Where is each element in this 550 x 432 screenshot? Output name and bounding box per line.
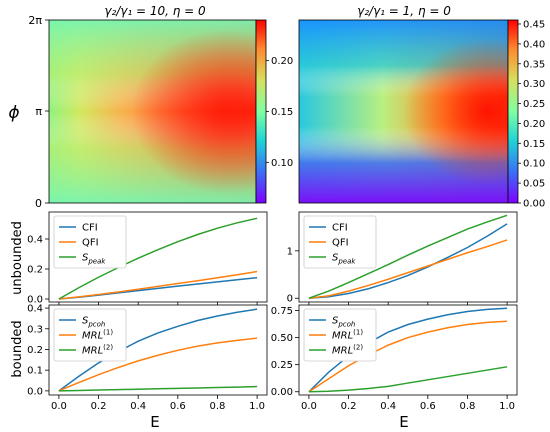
series-line: [58, 217, 258, 300]
colorbar-right: [508, 20, 518, 203]
colorbar-tick-label: 0.15: [271, 107, 293, 118]
xtick-label: 0.0: [51, 401, 67, 412]
heatmap-left-title: γ₂/γ₁ = 10, η = 0: [104, 4, 206, 18]
colorbar-tick-label: 0.05: [523, 179, 545, 190]
xlabel-left: E: [150, 413, 159, 431]
xtick-label: 0.8: [460, 401, 476, 412]
ytick-label: 0.00: [271, 387, 293, 398]
colorbar-tick-label: 0.10: [271, 158, 293, 169]
colorbar-tick-label: 0.20: [523, 119, 545, 130]
xtick-label: 0.4: [130, 401, 146, 412]
legend-label: MRL(2): [82, 344, 113, 357]
legend: [53, 215, 127, 269]
xtick-label: 0.8: [210, 401, 226, 412]
series-line: [58, 337, 258, 392]
legend: [303, 308, 377, 362]
ytick-label: 0.75: [271, 306, 293, 317]
legend-label: MRL(1): [82, 329, 113, 342]
series-line: [308, 223, 508, 299]
xtick-label: 0.4: [380, 401, 396, 412]
xtick-label: 0.6: [420, 401, 436, 412]
ytick-label: 0.25: [271, 360, 293, 371]
xtick-label: 0.2: [341, 401, 357, 412]
legend-label: QFI: [82, 238, 99, 249]
ytick-label: 0.50: [271, 333, 293, 344]
ytick-label: 1: [287, 246, 293, 257]
legend-label: QFI: [332, 238, 349, 249]
xlabel-right: E: [399, 413, 408, 431]
series-line: [58, 270, 258, 300]
xtick-label: 1.0: [249, 401, 265, 412]
ytick-label: 0.3: [27, 324, 43, 335]
legend-label: CFI: [82, 223, 98, 234]
xtick-label: 0.6: [170, 401, 186, 412]
series-line: [308, 239, 508, 299]
colorbar-tick-label: 0.45: [523, 19, 545, 30]
xtick-label: 1.0: [499, 401, 515, 412]
colorbar-tick-label: 0.10: [523, 159, 545, 170]
colorbar-tick-label: 0.15: [523, 139, 545, 150]
legend-label: Speak: [332, 253, 356, 266]
ytick-label: 0.4: [27, 304, 43, 315]
ytick-label: 0.0: [27, 295, 43, 306]
ytick-label: 0.2: [27, 265, 43, 276]
line-panel: 0.000.250.500.750.0 0.2 0.4 0.6 0.8 1.0SpcohM…: [271, 304, 518, 412]
legend-label: Spcoh: [82, 316, 105, 329]
unbounded-label: unbounded: [10, 221, 25, 295]
ytick-label: 0: [35, 197, 42, 210]
legend-label: CFI: [332, 223, 348, 234]
heatmap-left: 0.10 0.15 0.20 0 π 2π: [28, 14, 293, 210]
ytick-label: 0.2: [27, 345, 43, 356]
legend: [53, 308, 127, 362]
colorbar-tick-label: 0.30: [523, 79, 545, 90]
series-line: [58, 385, 258, 392]
heatmap-right-title: γ₂/γ₁ = 1, η = 0: [357, 4, 451, 18]
legend: [303, 215, 377, 269]
colorbar-left: [256, 20, 266, 203]
ytick-label: 0: [287, 294, 293, 305]
colorbar-tick-label: 0.20: [271, 56, 293, 67]
line-panel: 0.0 0.2 0.4 CFI QFI Speak: [27, 211, 268, 306]
colorbar-tick-label: 0.35: [523, 59, 545, 70]
heatmap-ylabel: ϕ: [8, 103, 19, 123]
series-line: [308, 214, 508, 299]
heatmap-right: 0.00 0.05 0.10 0.15 0.20 0.25 0.30 0.35 0.40 0.45: [298, 19, 545, 210]
ytick-label: 0.0: [27, 386, 43, 397]
ytick-label: 0.4: [27, 235, 43, 246]
series-line: [308, 366, 508, 393]
series-line: [308, 320, 508, 393]
line-panel: 0 1 CFI QFI Speak: [287, 211, 518, 306]
colorbar-tick-label: 0.25: [523, 99, 545, 110]
legend-label: Speak: [82, 253, 106, 266]
xtick-label: 0.0: [301, 401, 317, 412]
series-line: [58, 308, 258, 392]
legend-label: Spcoh: [332, 316, 355, 329]
ytick-label: π: [35, 105, 42, 118]
xtick-label: 0.2: [91, 401, 107, 412]
colorbar-tick-label: 0.00: [523, 199, 545, 210]
ytick-label: 2π: [28, 14, 42, 27]
line-panel: 0.00.10.20.30.40.0 0.2 0.4 0.6 0.8 1.0SpcohMR…: [27, 304, 268, 412]
legend-label: MRL(2): [332, 344, 363, 357]
bounded-label: bounded: [10, 320, 25, 377]
ytick-label: 0.1: [27, 366, 43, 377]
colorbar-tick-label: 0.40: [523, 39, 545, 50]
legend-label: MRL(1): [332, 329, 363, 342]
